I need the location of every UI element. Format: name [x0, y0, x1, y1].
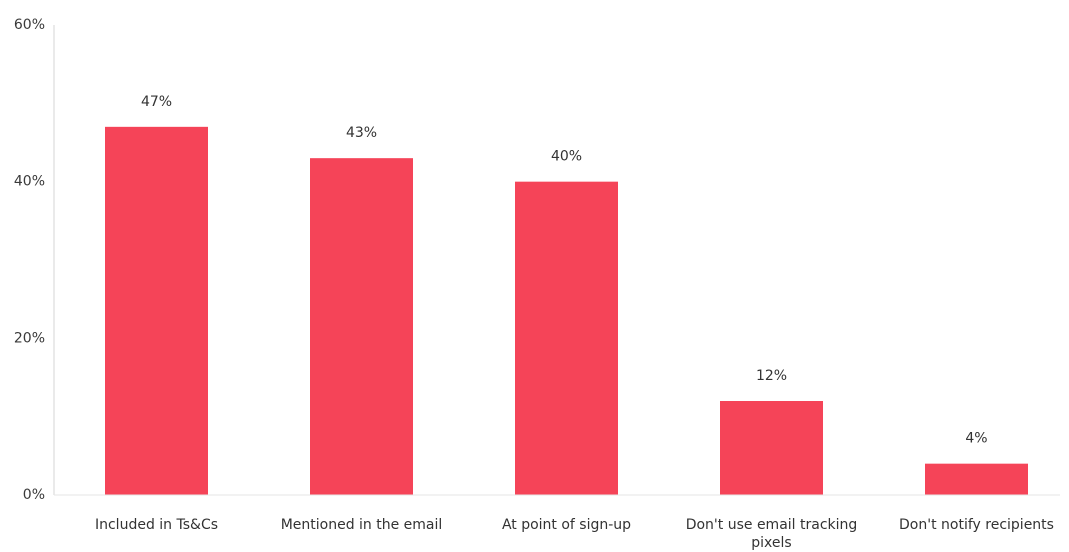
- x-tick-label: Included in Ts&Cs: [95, 517, 218, 533]
- x-tick-label: Mentioned in the email: [281, 517, 443, 533]
- data-label: 4%: [965, 431, 987, 447]
- data-label: 47%: [141, 94, 172, 110]
- bar: [925, 463, 1028, 495]
- x-tick-label: Don't notify recipients: [899, 517, 1054, 533]
- bar: [515, 181, 618, 495]
- x-axis: Included in Ts&Cs Mentioned in the email A…: [54, 494, 1060, 551]
- bar: [310, 158, 413, 495]
- bar: [105, 126, 208, 495]
- data-label: 40%: [551, 149, 582, 165]
- y-tick-label: 60%: [14, 17, 45, 33]
- x-tick-label: At point of sign-up: [502, 517, 631, 533]
- data-label: 12%: [756, 368, 787, 384]
- y-axis: 0% 20% 40% 60%: [14, 17, 55, 503]
- x-tick-label: Don't use email tracking pixels: [686, 517, 858, 551]
- bar: [720, 401, 823, 495]
- y-tick-label: 0%: [23, 487, 45, 503]
- data-labels: 47% 43% 40% 12% 4%: [141, 94, 988, 447]
- y-tick-label: 40%: [14, 174, 45, 190]
- bars: [105, 126, 1028, 495]
- data-label: 43%: [346, 125, 377, 141]
- y-tick-label: 20%: [14, 330, 45, 346]
